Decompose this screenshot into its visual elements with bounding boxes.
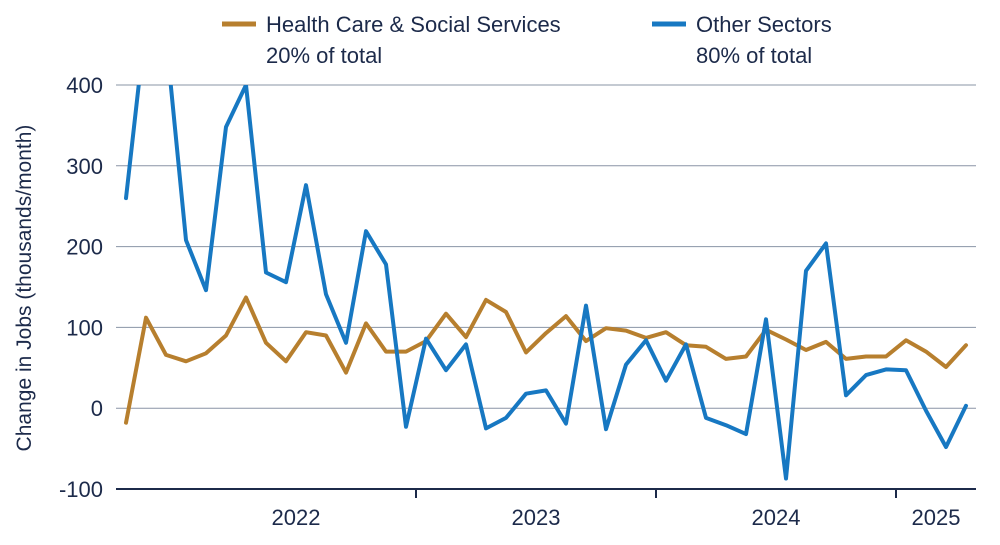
- x-tick-label: 2022: [272, 505, 321, 530]
- x-tick-label: 2023: [512, 505, 561, 530]
- y-tick-label: 0: [91, 396, 103, 421]
- legend-sublabel: 20% of total: [266, 43, 382, 68]
- y-tick-label: 200: [66, 235, 103, 260]
- legend-label: Health Care & Social Services: [266, 12, 561, 37]
- legend-label: Other Sectors: [696, 12, 832, 37]
- y-tick-label: 300: [66, 154, 103, 179]
- series-lines: [124, 85, 968, 481]
- legend: Health Care & Social Services 20% of tota…: [222, 12, 832, 68]
- y-tick-label: 100: [66, 315, 103, 340]
- legend-sublabel: 80% of total: [696, 43, 812, 68]
- series-line-other-sectors: [124, 85, 968, 481]
- series-line-health-care-social-services: [124, 295, 968, 425]
- y-tick-label: 400: [66, 73, 103, 98]
- x-tick-label: 2025: [912, 505, 961, 530]
- y-axis-title: Change in Jobs (thousands/month): [13, 125, 36, 452]
- axes: 400 300 200 100 0 -100 2022 2023 2024 2025: [59, 73, 976, 530]
- y-tick-label: -100: [59, 477, 103, 502]
- x-tick-label: 2024: [752, 505, 801, 530]
